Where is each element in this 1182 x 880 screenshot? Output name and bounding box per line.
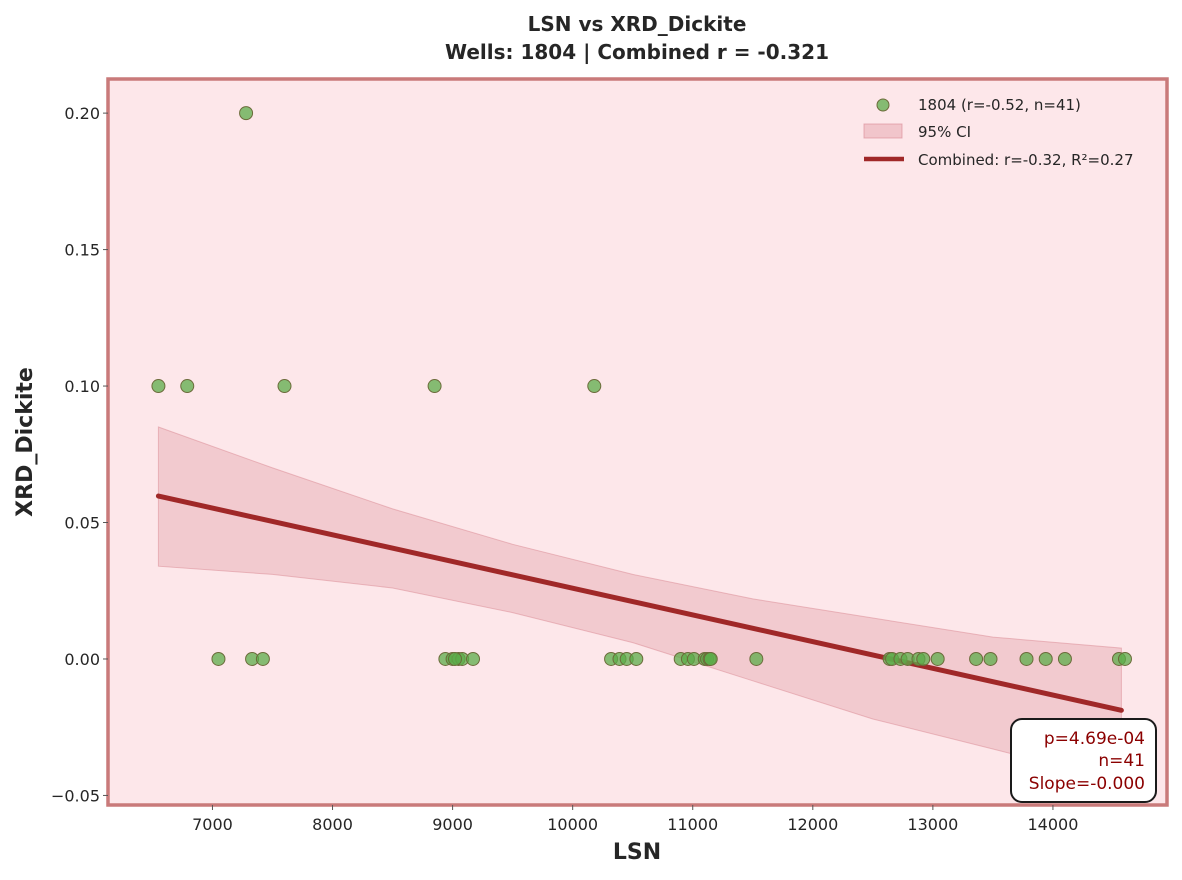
data-point [930,651,945,666]
y-tick-label: 0.00 [64,650,100,669]
x-tick-label: 8000 [312,815,353,834]
data-point [466,651,481,666]
data-point [1117,651,1132,666]
chart-subtitle: Wells: 1804 | Combined r = -0.321 [445,40,829,64]
y-tick-label: −0.05 [51,786,100,805]
scatter-points-layer [151,106,1132,666]
data-point [1019,651,1034,666]
legend: 1804 (r=-0.52, n=41) 95% CI Combined: r=… [863,96,1134,169]
data-point [239,106,254,121]
stats-n: n=41 [1098,751,1145,771]
data-point [983,651,998,666]
chart-title: LSN vs XRD_Dickite [528,12,747,36]
data-point [151,379,166,394]
data-point [629,651,644,666]
data-point [969,651,984,666]
data-point [180,379,195,394]
stats-box-frame [1010,718,1157,803]
x-tick-label: 7000 [192,815,233,834]
y-tick-label: 0.10 [64,377,100,396]
legend-label-line: Combined: r=-0.32, R²=0.27 [918,151,1134,169]
legend-marker-ci [863,123,903,139]
x-tick-label: 13000 [907,815,958,834]
x-axis-ticks: 7000 8000 9000 10000 11000 12000 13000 14000 [192,805,1078,834]
data-point [277,379,292,394]
stats-box: p=4.69e-04 n=41 Slope=-0.000 [1010,718,1157,803]
x-axis-label: LSN [613,840,661,865]
data-point [1038,651,1053,666]
y-axis-label: XRD_Dickite [13,367,38,517]
data-point [1057,651,1072,666]
x-tick-label: 11000 [667,815,718,834]
data-point [255,651,270,666]
plot-frame [106,77,1169,807]
plot-area [108,79,1167,805]
stats-slope: Slope=-0.000 [1029,774,1145,794]
data-point [916,651,931,666]
data-point [427,379,442,394]
y-tick-label: 0.05 [64,514,100,533]
data-point [703,651,718,666]
data-point [749,651,764,666]
y-axis-ticks: −0.05 0.00 0.05 0.10 0.15 0.20 [51,104,108,805]
data-point [447,651,462,666]
legend-label-ci: 95% CI [918,123,971,141]
y-tick-label: 0.20 [64,104,100,123]
legend-label-scatter: 1804 (r=-0.52, n=41) [918,96,1081,114]
legend-marker-scatter [876,98,890,112]
stats-p-value: p=4.69e-04 [1044,729,1145,749]
x-tick-label: 12000 [787,815,838,834]
regression-line-layer [155,493,1124,713]
x-tick-label: 14000 [1027,815,1078,834]
x-tick-label: 9000 [432,815,473,834]
data-point [587,379,602,394]
x-tick-label: 10000 [547,815,598,834]
data-point [211,651,226,666]
y-tick-label: 0.15 [64,241,100,260]
regression-line [155,493,1124,713]
